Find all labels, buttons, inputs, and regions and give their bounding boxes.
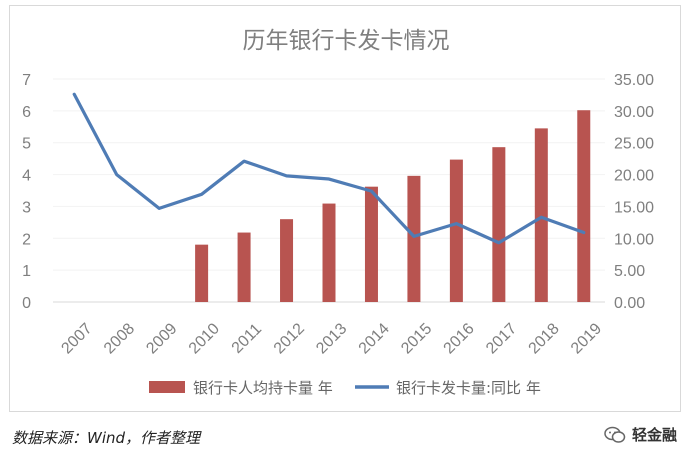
bar [577, 110, 591, 302]
legend-line-label: 银行卡发卡量:同比 年 [396, 379, 541, 397]
bar [492, 147, 506, 302]
y-right-tick-label: 5.00 [614, 263, 645, 280]
y-left-tick-label: 0 [22, 295, 31, 312]
x-tick-label: 2014 [356, 320, 393, 357]
x-tick-label: 2013 [313, 320, 350, 357]
x-tick-label: 2011 [229, 321, 265, 357]
x-tick-label: 2019 [568, 320, 605, 357]
x-tick-label: 2010 [186, 320, 223, 357]
y-right-tick-label: 25.00 [614, 136, 654, 153]
chart-frame: 历年银行卡发卡情况 0 1 2 3 4 5 6 7 0.00 5.00 10.00 15.00 20.0… [9, 5, 681, 412]
x-tick-label: 2016 [441, 320, 478, 357]
y-right-tick-label: 0.00 [614, 295, 645, 312]
y-left-tick-label: 7 [22, 72, 31, 89]
y-right-tick-label: 15.00 [614, 199, 654, 216]
brand-logo: 轻金融 [604, 424, 677, 445]
y-left-tick-label: 5 [22, 136, 31, 153]
bar [364, 186, 378, 302]
x-tick-label: 2009 [143, 320, 180, 357]
chart-title: 历年银行卡发卡情况 [243, 28, 450, 54]
y-left-tick-label: 6 [22, 104, 31, 121]
bar [534, 128, 548, 302]
legend-bar-swatch [149, 381, 185, 393]
y-right-tick-label: 10.00 [614, 231, 654, 248]
x-tick-label: 2012 [271, 320, 308, 357]
y-left-tick-label: 1 [22, 263, 31, 280]
y-left-tick-label: 3 [22, 199, 31, 216]
x-tick-label: 2007 [58, 320, 95, 357]
y-right-tick-label: 30.00 [614, 104, 654, 121]
y-right-tick-label: 20.00 [614, 168, 654, 185]
bar [237, 232, 251, 302]
bar [407, 175, 421, 302]
bar [322, 203, 336, 302]
bar [449, 159, 463, 302]
x-tick-label: 2015 [398, 320, 435, 357]
y-left-tick-label: 4 [22, 168, 31, 185]
brand-name: 轻金融 [631, 426, 677, 444]
x-tick-label: 2008 [101, 320, 138, 357]
chart: 历年银行卡发卡情况 0 1 2 3 4 5 6 7 0.00 5.00 10.00 15.00 20.0… [22, 28, 654, 397]
y-right-tick-label: 35.00 [614, 72, 654, 89]
bar [195, 244, 209, 302]
source-note: 数据来源：Wind，作者整理 [12, 429, 201, 447]
x-tick-label: 2017 [483, 320, 520, 357]
y-left-tick-label: 2 [22, 231, 31, 248]
wechat-icon [604, 426, 626, 443]
x-tick-label: 2018 [526, 320, 563, 357]
bar [280, 219, 294, 302]
legend-bar-label: 银行卡人均持卡量 年 [193, 379, 333, 397]
